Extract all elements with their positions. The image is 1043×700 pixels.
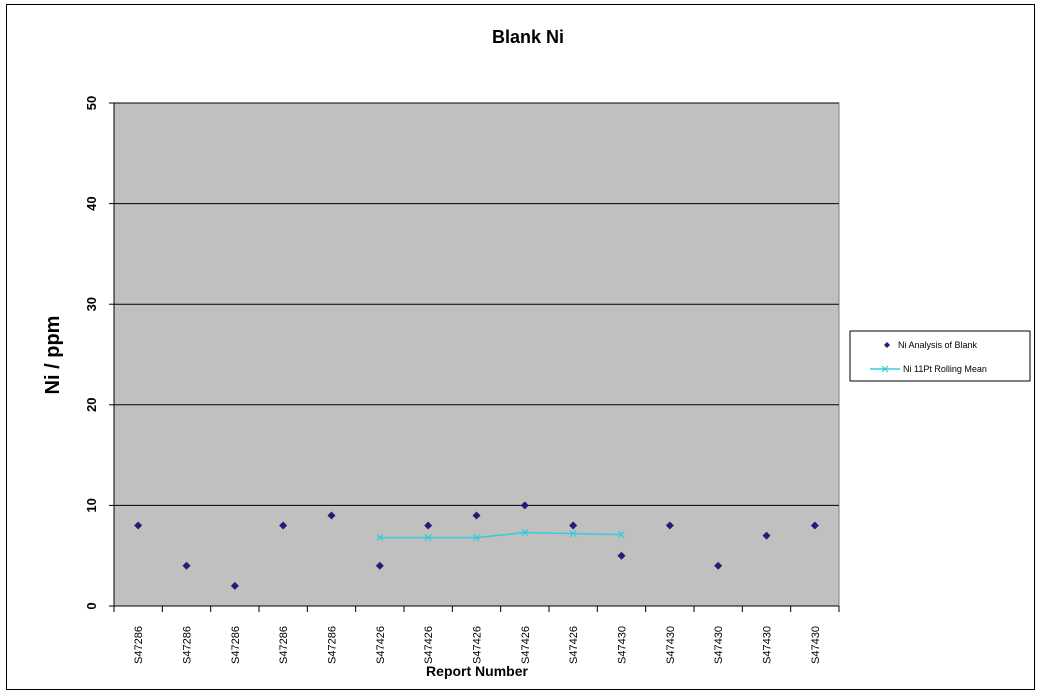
legend-marker-blank (884, 342, 890, 348)
x-tick-labels: S47286 S47286 S47286 S47286 S47286 S47426 S474… (133, 626, 822, 664)
y-tick-label: 30 (84, 297, 99, 311)
data-point (762, 531, 771, 540)
rolling-mean-marker (376, 534, 384, 542)
rolling-mean-marker (569, 530, 577, 537)
x-tick-label: S47430 (617, 626, 629, 664)
x-tick-label: S47426 (568, 626, 580, 664)
x-tick-label: S47286 (278, 626, 290, 664)
data-point (182, 561, 191, 570)
y-tick-label: 40 (84, 196, 99, 210)
x-tick-label: S47286 (327, 626, 339, 664)
x-tick-label: S47430 (762, 626, 774, 664)
x-tick-label: S47430 (665, 626, 677, 664)
data-point (375, 561, 384, 570)
data-point (520, 501, 529, 510)
data-point (327, 511, 336, 520)
x-tick-label: S47286 (182, 626, 194, 664)
legend: Ni Analysis of Blank Ni 11Pt Rolling Mean (849, 330, 1031, 382)
legend-box (849, 330, 1031, 382)
plot-area (113, 102, 840, 607)
data-point (665, 521, 674, 530)
x-tick-label: S47286 (133, 626, 145, 664)
x-tick-label: S47426 (520, 626, 532, 664)
x-tick-label: S47426 (472, 626, 484, 664)
data-point (424, 521, 433, 530)
y-tick-label: 20 (84, 398, 99, 412)
y-tick-labels: 0 10 20 30 40 50 (84, 96, 99, 610)
legend-label-mean: Ni 11Pt Rolling Mean (903, 364, 987, 374)
gridlines (114, 102, 839, 506)
data-point (230, 581, 239, 590)
rolling-mean-marker (424, 534, 432, 542)
legend-marker-mean (881, 365, 889, 373)
x-tick-label: S47426 (423, 626, 435, 664)
chart-frame: Blank Ni 0 10 20 30 40 50 S47286 S47286 S47286 S… (6, 4, 1035, 690)
rolling-mean-marker (618, 531, 625, 538)
rolling-mean-marker (521, 529, 529, 536)
data-point (810, 521, 819, 530)
data-point (134, 521, 143, 530)
data-point (472, 511, 481, 520)
x-tick-label: S47286 (230, 626, 242, 664)
y-tick-label: 10 (84, 498, 99, 512)
y-tick-label: 50 (84, 96, 99, 110)
rolling-mean-line (379, 531, 622, 539)
y-tick-label: 0 (84, 602, 99, 609)
chart-title: Blank Ni (492, 27, 564, 47)
data-point (617, 551, 626, 560)
x-tick-label: S47430 (810, 626, 822, 664)
axes (109, 102, 840, 612)
data-point (569, 521, 578, 530)
x-tick-label: S47426 (375, 626, 387, 664)
rolling-mean-marker (473, 534, 480, 542)
data-point (279, 521, 288, 530)
series (134, 501, 819, 590)
data-point (714, 561, 723, 570)
legend-label-blank: Ni Analysis of Blank (898, 340, 978, 350)
x-tick-label: S47430 (713, 626, 725, 664)
x-axis-title: Report Number (426, 663, 528, 679)
y-axis-title: Ni / ppm (42, 316, 64, 395)
